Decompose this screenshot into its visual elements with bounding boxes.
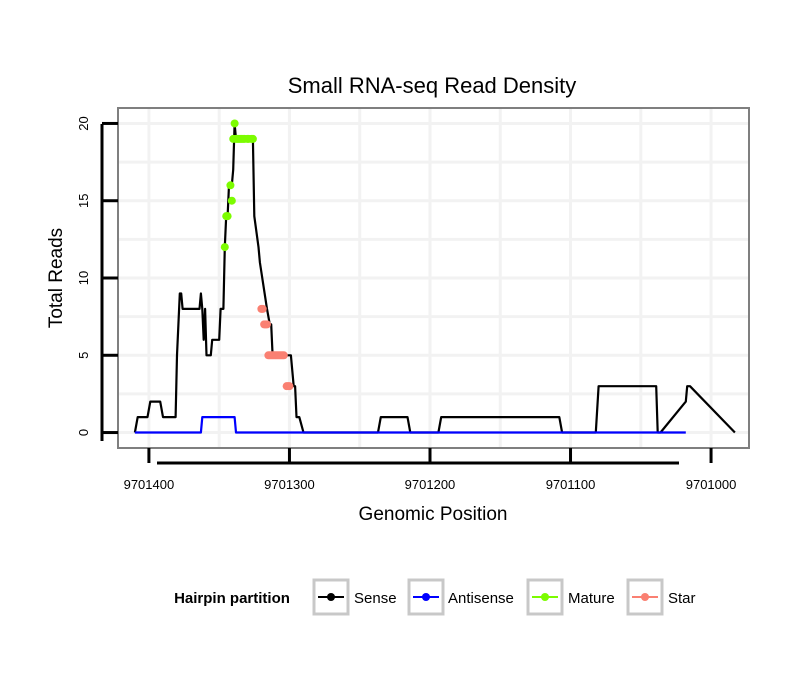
x-tick-label: 9701100: [546, 477, 596, 492]
star-point: [279, 351, 288, 360]
x-tick-label: 9701300: [264, 477, 315, 492]
y-tick-label: 5: [76, 352, 91, 359]
mature-point: [248, 134, 257, 143]
legend: Hairpin partition Sense Antisense Mature St…: [174, 578, 696, 616]
mature-point: [226, 181, 235, 190]
legend-label-antisense: Antisense: [448, 590, 514, 607]
y-axis-ticks: 0 5 10 15 20: [76, 116, 118, 436]
x-tick-label: 9701200: [405, 477, 456, 492]
mature-point: [220, 243, 229, 252]
legend-label-sense: Sense: [354, 590, 397, 607]
star-point: [285, 382, 294, 391]
x-tick-label: 9701000: [686, 477, 737, 492]
y-axis-title: Total Reads: [46, 228, 67, 328]
y-tick-label: 20: [76, 116, 91, 130]
x-axis-ticks: 9701400 9701300 9701200 9701100 9701000: [124, 448, 737, 492]
series-layer: [133, 119, 736, 434]
legend-key-point-antisense: [422, 593, 430, 601]
x-tick-label: 9701400: [124, 477, 175, 492]
legend-label-star: Star: [668, 590, 696, 607]
mature-point: [227, 196, 236, 205]
x-axis-title: Genomic Position: [359, 504, 508, 525]
y-tick-label: 10: [76, 271, 91, 285]
y-tick-label: 0: [76, 429, 91, 436]
legend-label-mature: Mature: [568, 590, 615, 607]
legend-title: Hairpin partition: [174, 590, 290, 607]
star-point: [262, 320, 271, 329]
mature-point: [230, 119, 239, 128]
legend-key-point-star: [641, 593, 649, 601]
legend-key-point-sense: [327, 593, 335, 601]
mature-point: [223, 212, 232, 221]
chart-title: Small RNA-seq Read Density: [288, 73, 577, 98]
antisense-series-line: [134, 416, 686, 434]
star-point: [258, 304, 267, 313]
y-tick-label: 15: [76, 193, 91, 207]
legend-key-point-mature: [541, 593, 549, 601]
